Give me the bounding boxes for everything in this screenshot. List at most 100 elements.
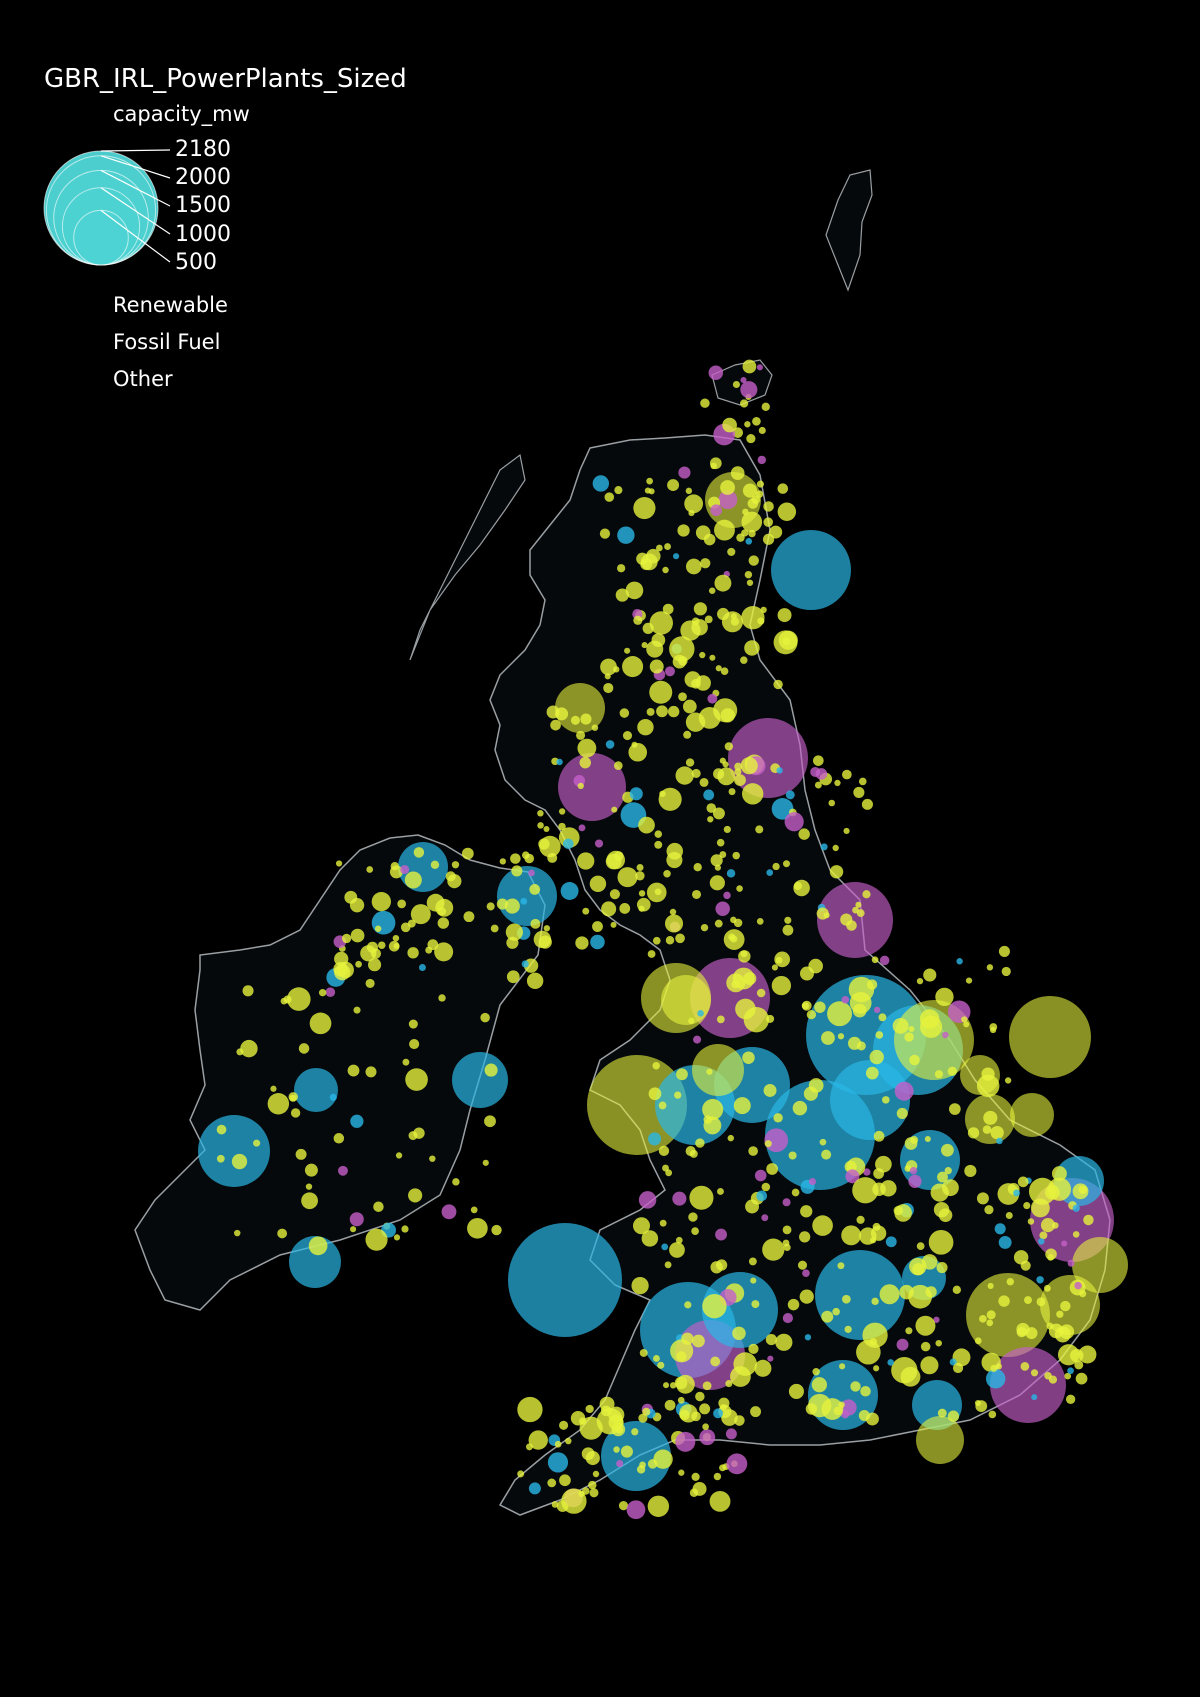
renewable-plant-marker <box>652 936 661 945</box>
fossil-fuel-plant-marker <box>996 1137 1003 1145</box>
renewable-plant-marker <box>695 675 711 691</box>
fossil-fuel-plant-marker <box>1072 1204 1080 1212</box>
other-plant-marker <box>740 381 758 399</box>
renewable-plant-marker <box>582 907 590 915</box>
renewable-plant-marker <box>843 827 850 835</box>
renewable-plant-marker <box>554 1440 562 1448</box>
renewable-plant-marker <box>646 477 653 485</box>
renewable-plant-marker <box>636 863 644 871</box>
renewable-plant-marker <box>792 1100 808 1116</box>
renewable-plant-marker <box>374 925 382 932</box>
other-plant-marker <box>664 666 675 677</box>
renewable-plant-marker <box>1010 1093 1054 1137</box>
renewable-plant-marker <box>997 1183 1020 1205</box>
fossil-fuel-plant-marker <box>520 897 528 905</box>
renewable-plant-marker <box>1065 1394 1076 1405</box>
renewable-plant-marker <box>496 898 508 910</box>
renewable-plant-marker <box>676 1351 687 1362</box>
renewable-plant-marker <box>511 865 523 877</box>
renewable-plant-marker <box>617 564 626 573</box>
renewable-plant-marker <box>1001 966 1011 977</box>
renewable-plant-marker <box>434 942 454 962</box>
other-plant-marker <box>782 1198 791 1207</box>
other-plant-marker <box>896 1338 909 1351</box>
fossil-fuel-plant-marker <box>601 1421 671 1491</box>
renewable-plant-marker <box>730 1366 751 1387</box>
renewable-plant-marker <box>539 835 561 858</box>
renewable-plant-marker <box>1013 1250 1029 1265</box>
renewable-plant-marker <box>438 994 446 1002</box>
renewable-plant-marker <box>741 606 765 630</box>
other-plant-marker <box>908 1174 922 1188</box>
size-legend-leader-line <box>100 209 171 263</box>
size-legend-leader-line <box>100 155 171 179</box>
renewable-plant-marker <box>916 977 924 985</box>
renewable-plant-marker <box>869 1337 878 1346</box>
renewable-plant-marker <box>715 665 722 672</box>
renewable-plant-marker <box>896 1107 908 1119</box>
renewable-plant-marker <box>974 1399 982 1407</box>
renewable-plant-marker <box>1017 1176 1029 1188</box>
renewable-plant-marker <box>662 566 669 574</box>
renewable-plant-marker <box>675 1236 683 1244</box>
renewable-plant-marker <box>648 1087 662 1101</box>
fossil-fuel-plant-marker <box>804 1334 812 1341</box>
other-plant-marker <box>710 504 723 517</box>
renewable-plant-marker <box>1072 1183 1089 1200</box>
renewable-plant-marker <box>752 416 761 426</box>
renewable-plant-marker <box>935 1339 942 1347</box>
other-plant-marker <box>725 1428 737 1440</box>
legend-size-field: capacity_mw <box>113 102 250 126</box>
renewable-plant-marker <box>765 1334 777 1346</box>
renewable-plant-marker <box>652 1061 660 1070</box>
renewable-plant-marker <box>366 866 374 873</box>
renewable-plant-marker <box>216 1154 225 1163</box>
renewable-plant-marker <box>647 1495 670 1517</box>
other-plant-marker <box>400 864 410 875</box>
renewable-plant-marker <box>551 1501 559 1508</box>
renewable-plant-marker <box>784 916 792 924</box>
renewable-plant-marker <box>750 1277 757 1284</box>
renewable-plant-marker <box>240 1039 258 1058</box>
outer-hebrides <box>409 453 526 661</box>
renewable-plant-marker <box>470 1206 478 1214</box>
renewable-plant-marker <box>717 1188 724 1195</box>
renewable-plant-marker <box>638 890 646 897</box>
renewable-plant-marker <box>233 1229 241 1237</box>
renewable-plant-marker <box>732 380 740 389</box>
renewable-plant-marker <box>742 783 764 805</box>
renewable-plant-marker <box>619 708 630 718</box>
fossil-fuel-plant-marker <box>198 1115 270 1187</box>
renewable-plant-marker <box>700 398 710 408</box>
renewable-plant-marker <box>1023 1201 1031 1210</box>
renewable-plant-marker <box>670 1339 694 1363</box>
renewable-plant-marker <box>756 918 764 925</box>
renewable-plant-marker <box>667 479 680 492</box>
renewable-plant-marker <box>710 462 717 470</box>
fossil-fuel-plant-marker <box>785 790 795 800</box>
renewable-plant-marker <box>800 1205 813 1218</box>
renewable-plant-marker <box>577 782 584 790</box>
renewable-plant-marker <box>1051 1166 1067 1182</box>
renewable-plant-marker <box>777 483 789 494</box>
renewable-plant-marker <box>732 851 740 860</box>
renewable-plant-marker <box>882 1096 890 1104</box>
renewable-plant-marker <box>640 553 658 571</box>
renewable-plant-marker <box>683 730 692 739</box>
renewable-plant-marker <box>295 1148 307 1160</box>
size-legend-leader-line <box>100 187 171 235</box>
renewable-plant-marker <box>691 1472 700 1481</box>
renewable-plant-marker <box>280 997 288 1005</box>
renewable-plant-marker <box>935 987 954 1007</box>
renewable-plant-marker <box>920 1341 931 1352</box>
renewable-plant-marker <box>555 683 605 733</box>
renewable-plant-marker <box>558 822 566 831</box>
renewable-plant-marker <box>1070 1348 1084 1363</box>
renewable-plant-marker <box>504 898 520 914</box>
renewable-plant-marker <box>505 923 523 941</box>
renewable-plant-marker <box>986 1319 994 1327</box>
size-label-2180: 2180 <box>175 137 231 162</box>
renewable-plant-marker <box>617 867 638 888</box>
renewable-plant-marker <box>682 699 697 714</box>
